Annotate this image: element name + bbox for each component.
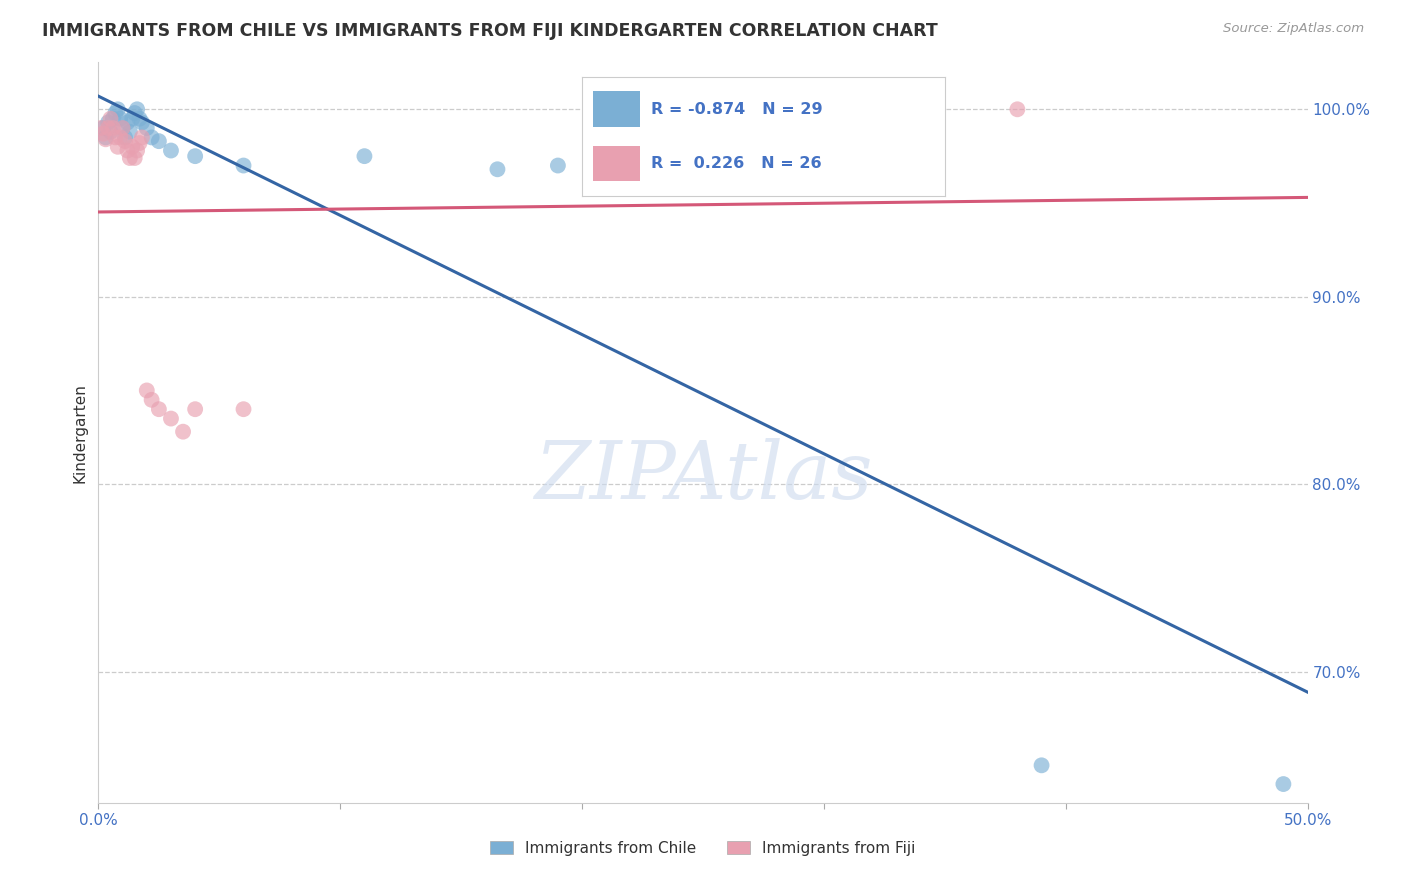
Point	[117, 115, 139, 129]
Point	[172, 425, 194, 439]
Point	[353, 149, 375, 163]
Point	[128, 136, 150, 150]
Point	[121, 112, 143, 126]
Point	[94, 130, 117, 145]
Point	[232, 402, 254, 417]
Point	[547, 159, 569, 173]
Point	[101, 112, 124, 126]
Point	[108, 112, 131, 126]
Point	[90, 121, 112, 136]
Point	[1007, 103, 1029, 117]
Point	[91, 127, 114, 141]
Point	[127, 103, 149, 117]
Point	[232, 159, 254, 173]
Point	[104, 130, 127, 145]
Point	[148, 402, 170, 417]
Legend: Immigrants from Chile, Immigrants from Fiji: Immigrants from Chile, Immigrants from F…	[484, 835, 922, 862]
Point	[107, 140, 129, 154]
Point	[184, 402, 207, 417]
Point	[117, 144, 139, 158]
Point	[121, 140, 143, 154]
Y-axis label: Kindergarten: Kindergarten	[72, 383, 87, 483]
Text: Source: ZipAtlas.com: Source: ZipAtlas.com	[1223, 22, 1364, 36]
Point	[135, 121, 157, 136]
Point	[128, 112, 150, 126]
Point	[160, 144, 183, 158]
Point	[108, 130, 131, 145]
Point	[124, 106, 146, 120]
Point	[124, 151, 146, 165]
Point	[131, 130, 153, 145]
Point	[111, 121, 134, 136]
Point	[776, 162, 799, 177]
Point	[118, 151, 141, 165]
Point	[100, 125, 122, 139]
Point	[97, 115, 120, 129]
Point	[97, 121, 120, 136]
Point	[101, 121, 124, 136]
Point	[1031, 758, 1053, 772]
Point	[486, 162, 509, 177]
Point	[94, 132, 117, 146]
Point	[91, 121, 114, 136]
Point	[135, 384, 157, 398]
Point	[184, 149, 207, 163]
Point	[114, 134, 136, 148]
Point	[127, 144, 149, 158]
Point	[148, 134, 170, 148]
Point	[1272, 777, 1295, 791]
Point	[100, 112, 122, 126]
Point	[141, 392, 163, 407]
Point	[114, 130, 136, 145]
Point	[104, 106, 127, 120]
Point	[111, 121, 134, 136]
Point	[118, 125, 141, 139]
Point	[107, 103, 129, 117]
Point	[141, 130, 163, 145]
Text: IMMIGRANTS FROM CHILE VS IMMIGRANTS FROM FIJI KINDERGARTEN CORRELATION CHART: IMMIGRANTS FROM CHILE VS IMMIGRANTS FROM…	[42, 22, 938, 40]
Text: ZIPAtlas: ZIPAtlas	[534, 438, 872, 516]
Point	[131, 115, 153, 129]
Point	[160, 411, 183, 425]
